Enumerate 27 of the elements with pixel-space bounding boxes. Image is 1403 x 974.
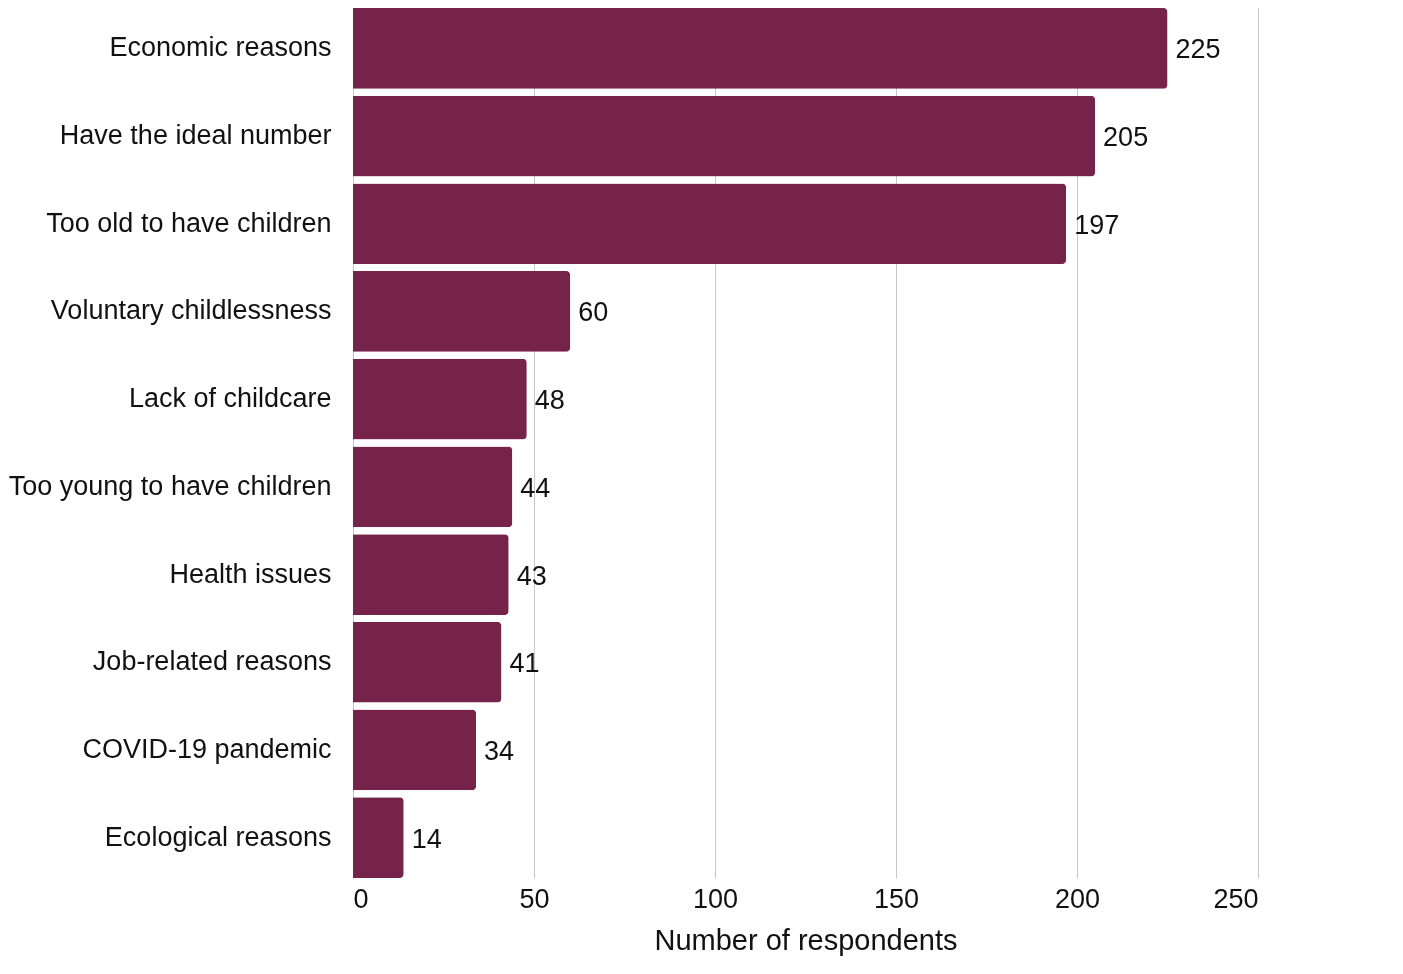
data-label: 48: [534, 385, 565, 416]
y-tick-label: Job-related reasons: [92, 646, 332, 677]
data-label: 60: [578, 297, 609, 328]
x-tick-label: 50: [519, 883, 550, 914]
x-tick-label: 150: [873, 883, 920, 914]
y-tick-label: Voluntary childlessness: [50, 295, 332, 326]
y-tick-label: Too young to have children: [8, 470, 332, 501]
x-tick-label: 0: [353, 883, 369, 914]
data-label: 225: [1175, 34, 1221, 65]
y-tick-label: COVID-19 pandemic: [82, 733, 332, 764]
y-tick-label: Ecological reasons: [104, 821, 332, 852]
data-label: 44: [520, 472, 551, 503]
y-tick-label: Have the ideal number: [59, 120, 332, 151]
x-tick-label: 100: [692, 883, 739, 914]
y-tick-label: Economic reasons: [109, 32, 332, 63]
data-label: 43: [516, 560, 547, 591]
data-label: 205: [1103, 122, 1149, 153]
y-tick-label: Health issues: [169, 558, 332, 589]
y-tick-label: Too old to have children: [46, 207, 332, 238]
data-label: 34: [484, 735, 515, 766]
data-label: 14: [411, 823, 442, 854]
x-tick-label: 200: [1054, 883, 1101, 914]
data-label: 197: [1074, 209, 1120, 240]
y-tick-label: Lack of childcare: [128, 383, 332, 414]
data-label: 41: [509, 648, 540, 679]
x-tick-label: 250: [1213, 883, 1259, 914]
x-axis-title: Number of respondents: [654, 923, 958, 956]
